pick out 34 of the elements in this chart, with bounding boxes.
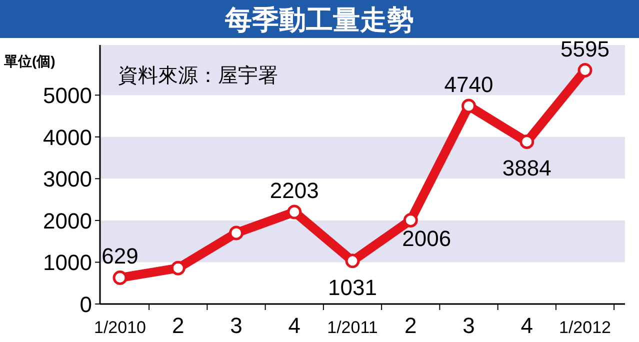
y-tick-label: 0 bbox=[80, 292, 92, 317]
x-tick-label: 4 bbox=[288, 313, 300, 338]
point bbox=[520, 134, 534, 149]
x-tick-label: 2 bbox=[404, 313, 417, 338]
data-label: 629 bbox=[102, 244, 138, 269]
y-tick-label: 3000 bbox=[43, 166, 92, 192]
x-tick-label: 2 bbox=[172, 313, 184, 338]
point bbox=[229, 226, 244, 240]
point bbox=[403, 212, 418, 228]
chart-title: 每季動工量走勢 bbox=[224, 5, 414, 35]
x-tick-label: 1/2010 bbox=[94, 318, 146, 337]
point bbox=[462, 98, 476, 114]
data-label: 1031 bbox=[328, 274, 377, 300]
x-tick-label: 1/2011 bbox=[327, 318, 378, 337]
annotation: 資料來源：屋宇署 bbox=[118, 64, 278, 87]
y-tick-label: 1000 bbox=[43, 250, 92, 276]
x-tick-label: 3 bbox=[462, 313, 475, 338]
y-tick-label: 2000 bbox=[43, 208, 92, 234]
data-label: 5595 bbox=[560, 36, 610, 62]
point bbox=[170, 260, 186, 276]
data-label: 2006 bbox=[402, 226, 452, 252]
y-axis-title: 單位(個) bbox=[3, 53, 56, 69]
data-label: 4740 bbox=[444, 72, 494, 97]
y-tick-label: 4000 bbox=[43, 124, 92, 150]
point bbox=[112, 270, 128, 285]
data-label: 3884 bbox=[502, 156, 552, 181]
y-tick-label: 5000 bbox=[43, 83, 92, 108]
point bbox=[287, 204, 302, 220]
point bbox=[578, 63, 592, 78]
data-label: 2203 bbox=[270, 178, 319, 203]
x-tick-label: 4 bbox=[520, 313, 533, 338]
point bbox=[345, 254, 360, 268]
x-tick-label: 3 bbox=[230, 313, 242, 338]
x-tick-label: 1/2012 bbox=[559, 318, 611, 337]
